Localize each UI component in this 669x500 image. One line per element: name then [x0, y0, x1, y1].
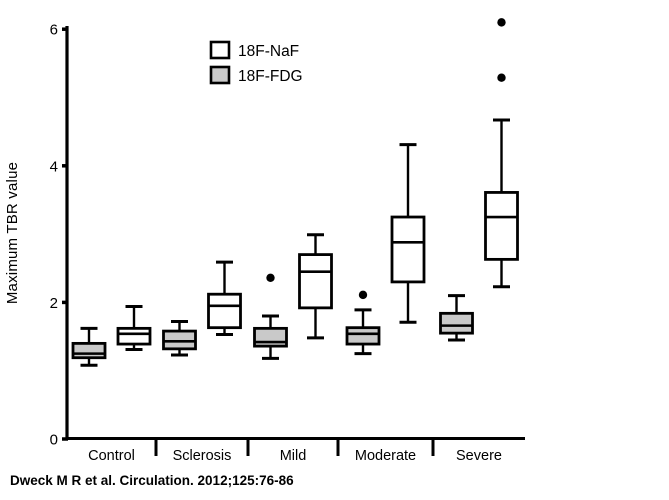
iqr-box — [71, 341, 107, 360]
boxplot-moderate-18f-naf — [390, 143, 426, 324]
y-tick-label-0: 0 — [50, 432, 58, 449]
iqr-box — [298, 253, 333, 310]
outlier-dot — [497, 73, 506, 82]
y-axis-title: Maximum TBR value — [4, 162, 21, 304]
iqr-box — [253, 326, 288, 348]
iqr-box — [484, 191, 519, 261]
iqr-box — [345, 326, 381, 346]
legend-label-18f-fdg: 18F-FDG — [238, 68, 303, 85]
x-category-label-sclerosis: Sclerosis — [173, 448, 232, 464]
boxplot-severe-18f-naf — [484, 18, 519, 289]
legend-swatch-18f-naf — [209, 40, 231, 60]
iqr-box — [207, 292, 242, 330]
x-category-label-mild: Mild — [280, 448, 307, 464]
legend: 18F-NaF 18F-FDG — [209, 40, 303, 85]
x-category-label-severe: Severe — [456, 448, 502, 464]
boxplot-mild-18f-naf — [298, 233, 333, 340]
boxplot-sclerosis-18f-naf — [207, 260, 242, 337]
boxplot-control-18f-naf — [116, 304, 152, 352]
x-axis-labels: Control Sclerosis Mild Moderate Severe — [88, 438, 502, 464]
legend-label-18f-naf: 18F-NaF — [238, 43, 299, 60]
x-category-label-moderate: Moderate — [355, 448, 416, 464]
y-tick-label-4: 4 — [50, 158, 58, 175]
y-axis-ticks: 0 2 4 6 — [50, 22, 68, 449]
y-tick-label-6: 6 — [50, 22, 58, 39]
boxplot-severe-18f-fdg — [439, 294, 474, 342]
citation: Dweck M R et al. Circulation. 2012;125:7… — [10, 473, 294, 488]
legend-swatch-18f-fdg — [209, 65, 231, 85]
boxplots — [71, 18, 519, 367]
iqr-box — [162, 329, 197, 351]
iqr-box — [439, 311, 474, 335]
x-category-label-control: Control — [88, 448, 135, 464]
boxplot-moderate-18f-fdg — [345, 290, 381, 356]
y-tick-label-2: 2 — [50, 295, 58, 312]
boxplot-sclerosis-18f-fdg — [162, 320, 197, 357]
outlier-dot — [358, 290, 368, 300]
boxplot-mild-18f-fdg — [253, 273, 288, 360]
iqr-box — [116, 326, 152, 346]
boxplot-control-18f-fdg — [71, 326, 107, 367]
outlier-dot — [497, 18, 506, 27]
outlier-dot — [266, 273, 275, 283]
iqr-box — [390, 215, 426, 284]
